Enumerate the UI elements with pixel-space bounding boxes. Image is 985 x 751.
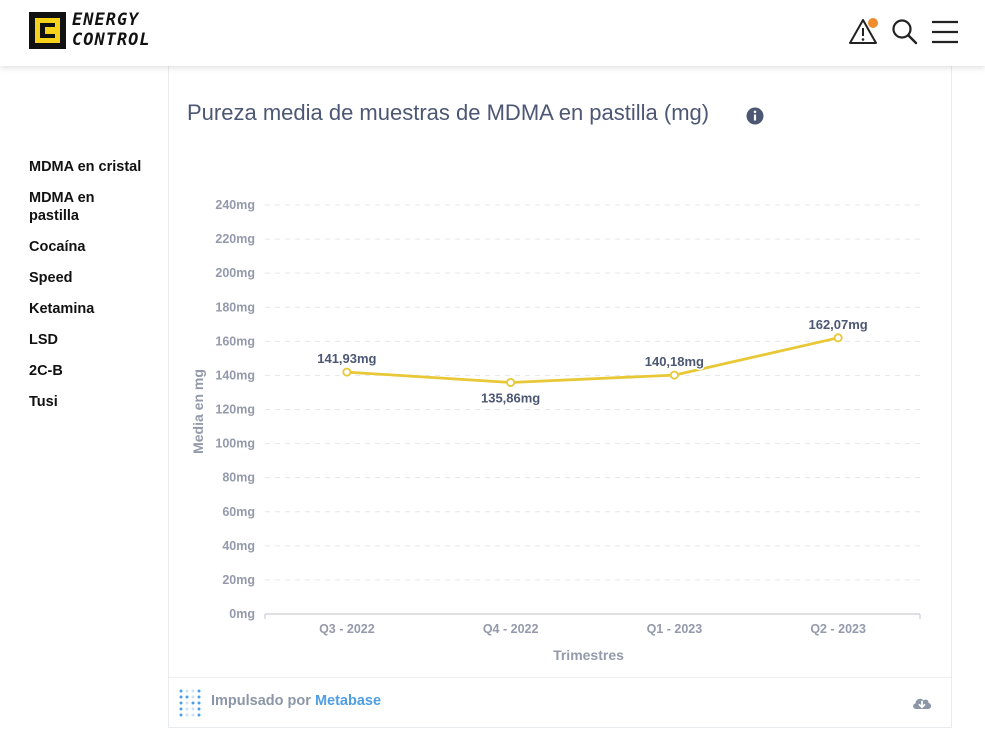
sidebar-item-lsd[interactable]: LSD	[29, 332, 58, 348]
powered-prefix: Impulsado por	[211, 693, 311, 709]
sidebar-item-mdma-pastilla[interactable]: MDMA en pastilla	[29, 190, 95, 224]
menu-icon[interactable]	[929, 16, 961, 48]
y-tick-label: 180mg	[215, 300, 255, 314]
line-chart: 0mg 20mg 40mg 60mg 80mg 100mg 120mg 140mg 160mg 1…	[190, 198, 921, 663]
y-tick-label: 160mg	[215, 334, 255, 348]
y-tick-label: 240mg	[215, 198, 255, 212]
y-tick-label: 140mg	[215, 368, 255, 382]
data-label: 140,18mg	[645, 354, 704, 369]
logo-text: ENERGY CONTROL	[72, 12, 151, 49]
notification-dot	[868, 18, 878, 28]
x-axis-title: Trimestres	[553, 647, 624, 663]
data-point	[833, 333, 843, 343]
sidebar-item-tusi[interactable]: Tusi	[29, 394, 58, 410]
metabase-logo-icon	[179, 689, 201, 717]
y-tick-label: 120mg	[215, 403, 255, 417]
data-point	[342, 367, 352, 377]
logo-text-line1: ENERGY	[72, 10, 140, 30]
y-tick-label: 220mg	[215, 232, 255, 246]
logo-mark-icon	[29, 12, 66, 49]
y-tick-label: 0mg	[229, 607, 255, 621]
y-axis-title: Media en mg	[190, 369, 206, 454]
chart-title: Pureza media de muestras de MDMA en past…	[187, 100, 710, 125]
search-icon[interactable]	[889, 16, 921, 48]
metabase-link[interactable]: Metabase	[314, 693, 382, 709]
data-point	[669, 370, 679, 380]
chart-card: Pureza media de muestras de MDMA en past…	[168, 66, 952, 728]
sidebar-item-mdma-cristal[interactable]: MDMA en cristal	[29, 159, 142, 175]
data-point	[506, 377, 516, 387]
cloud-download-icon[interactable]	[911, 694, 933, 712]
y-tick-label: 80mg	[222, 471, 255, 485]
series-line	[346, 336, 839, 384]
y-tick-label: 60mg	[222, 505, 255, 519]
embed-footer: Impulsado por Metabase	[169, 677, 951, 728]
y-tick-label: 100mg	[215, 437, 255, 451]
data-label: 162,07mg	[808, 317, 867, 332]
y-tick-label: 40mg	[222, 539, 255, 553]
sidebar-item-ketamina[interactable]: Ketamina	[29, 301, 95, 317]
energy-control-logo[interactable]: ENERGY CONTROL	[29, 12, 179, 50]
y-tick-label: 200mg	[215, 266, 255, 280]
site-header: ENERGY CONTROL	[0, 0, 985, 66]
x-tick-label: Q4 - 2022	[483, 622, 539, 636]
data-label: 141,93mg	[317, 351, 376, 366]
data-label: 135,86mg	[481, 390, 540, 405]
y-tick-label: 20mg	[222, 573, 255, 587]
powered-by-text: Impulsado por Metabase	[211, 693, 381, 709]
logo-text-line2: CONTROL	[72, 30, 151, 50]
sidebar-item-2cb[interactable]: 2C-B	[29, 363, 63, 379]
x-tick-label: Q3 - 2022	[319, 622, 375, 636]
info-icon[interactable]	[746, 107, 764, 125]
sidebar-item-speed[interactable]: Speed	[29, 270, 73, 286]
alert-icon[interactable]	[847, 16, 879, 48]
drug-sidebar: MDMA en cristal MDMA en pastilla Cocaína…	[29, 158, 159, 424]
x-tick-label: Q1 - 2023	[647, 622, 703, 636]
x-tick-label: Q2 - 2023	[810, 622, 866, 636]
sidebar-item-cocaina[interactable]: Cocaína	[29, 239, 86, 255]
